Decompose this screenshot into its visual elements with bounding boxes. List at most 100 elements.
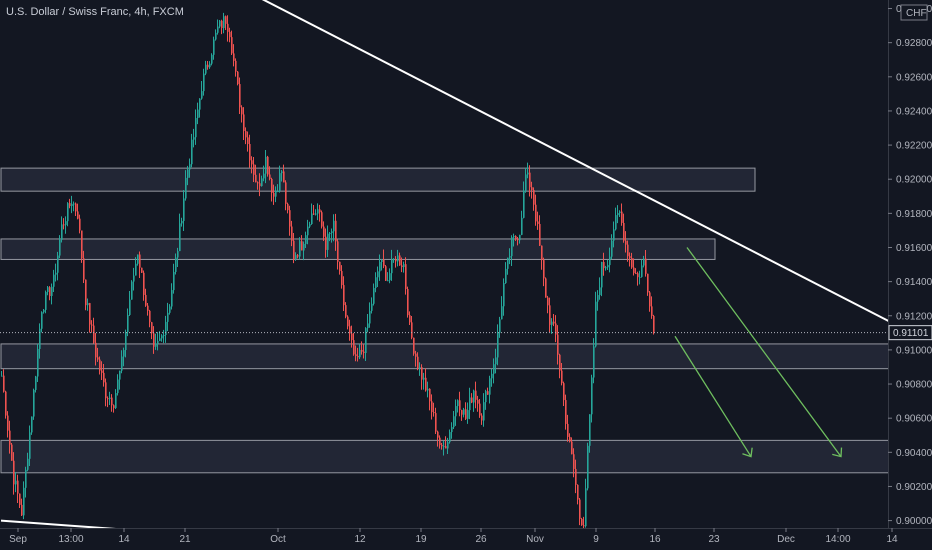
- candle-body: [429, 388, 431, 402]
- candle-body: [187, 169, 189, 178]
- candle-body: [171, 290, 173, 307]
- candle-body: [403, 264, 405, 268]
- candle-body: [291, 226, 293, 241]
- candle-body: [331, 231, 333, 234]
- zones-layer: [0, 167, 890, 474]
- candle-body: [283, 171, 285, 183]
- candle-body: [479, 403, 481, 416]
- x-tick-label: 26: [475, 534, 487, 545]
- y-tick-label: 0.91000: [896, 345, 932, 356]
- candle-body: [49, 287, 51, 296]
- candle-body: [173, 271, 175, 291]
- candle-body: [551, 321, 553, 325]
- candle-body: [447, 442, 449, 449]
- candle-body: [259, 183, 261, 187]
- candle-body: [151, 322, 153, 334]
- candle-body: [37, 348, 39, 377]
- candle-body: [311, 213, 313, 224]
- candle-body: [35, 376, 37, 390]
- candle-body: [61, 224, 63, 240]
- candle-body: [649, 292, 651, 307]
- candle-body: [135, 263, 137, 276]
- candle-body: [573, 454, 575, 469]
- candle-body: [575, 468, 577, 485]
- candle-body: [563, 383, 565, 401]
- candle-body: [621, 211, 623, 223]
- x-tick-label: 23: [708, 534, 720, 545]
- candle-body: [227, 23, 229, 32]
- candle-body: [627, 244, 629, 257]
- candle-body: [477, 399, 479, 404]
- candle-body: [401, 265, 403, 268]
- candle-body: [181, 220, 183, 224]
- candle-body: [241, 107, 243, 115]
- candle-body: [417, 356, 419, 369]
- candle-body: [541, 245, 543, 261]
- candle-body: [461, 410, 463, 415]
- candle-body: [485, 391, 487, 403]
- candle-body: [133, 275, 135, 282]
- candle-body: [59, 239, 61, 256]
- y-tick-label: 0.90200: [896, 482, 932, 493]
- candle-body: [3, 375, 5, 392]
- candle-body: [517, 238, 519, 241]
- candle-body: [101, 370, 103, 373]
- candle-body: [197, 109, 199, 119]
- candle-body: [235, 60, 237, 72]
- x-tick-label: 19: [415, 534, 427, 545]
- candle-body: [609, 256, 611, 266]
- candle-body: [143, 272, 145, 295]
- candle-body: [137, 254, 139, 264]
- candle-body: [13, 460, 15, 485]
- candle-body: [577, 484, 579, 500]
- candle-body: [215, 32, 217, 40]
- candle-body: [383, 259, 385, 267]
- candle-body: [647, 273, 649, 293]
- y-tick-label: 0.92600: [896, 72, 932, 83]
- candle-body: [651, 306, 653, 316]
- candles-layer: [1, 12, 655, 529]
- candle-body: [285, 182, 287, 204]
- y-tick-label: 0.90000: [896, 516, 932, 527]
- candle-body: [543, 260, 545, 279]
- currency-label: CHF: [906, 8, 927, 19]
- candle-body: [163, 335, 165, 337]
- candle-body: [411, 322, 413, 338]
- candle-body: [229, 31, 231, 38]
- candle-body: [519, 234, 521, 241]
- candle-body: [463, 409, 465, 415]
- y-tick-label: 0.90400: [896, 448, 932, 459]
- candle-body: [251, 160, 253, 165]
- candle-body: [475, 390, 477, 400]
- candle-body: [199, 98, 201, 110]
- candle-body: [145, 294, 147, 306]
- candle-body: [457, 400, 459, 407]
- candle-body: [53, 274, 55, 287]
- candle-body: [269, 174, 271, 179]
- candle-body: [115, 393, 117, 409]
- candle-body: [149, 310, 151, 323]
- candle-body: [217, 26, 219, 33]
- candle-body: [557, 334, 559, 355]
- candle-body: [93, 325, 95, 343]
- candle-body: [79, 218, 81, 231]
- candle-body: [583, 525, 585, 527]
- candle-body: [179, 223, 181, 252]
- candle-body: [81, 230, 83, 259]
- candle-body: [335, 220, 337, 242]
- candle-body: [75, 203, 77, 212]
- candle-body: [71, 203, 73, 206]
- candle-body: [585, 488, 587, 527]
- candle-body: [153, 333, 155, 347]
- candle-body: [33, 389, 35, 417]
- candle-body: [521, 217, 523, 235]
- candle-body: [419, 367, 421, 369]
- candle-body: [327, 233, 329, 250]
- candle-body: [599, 287, 601, 296]
- candle-body: [349, 326, 351, 334]
- candle-body: [63, 224, 65, 226]
- candle-body: [249, 143, 251, 161]
- candle-body: [365, 328, 367, 354]
